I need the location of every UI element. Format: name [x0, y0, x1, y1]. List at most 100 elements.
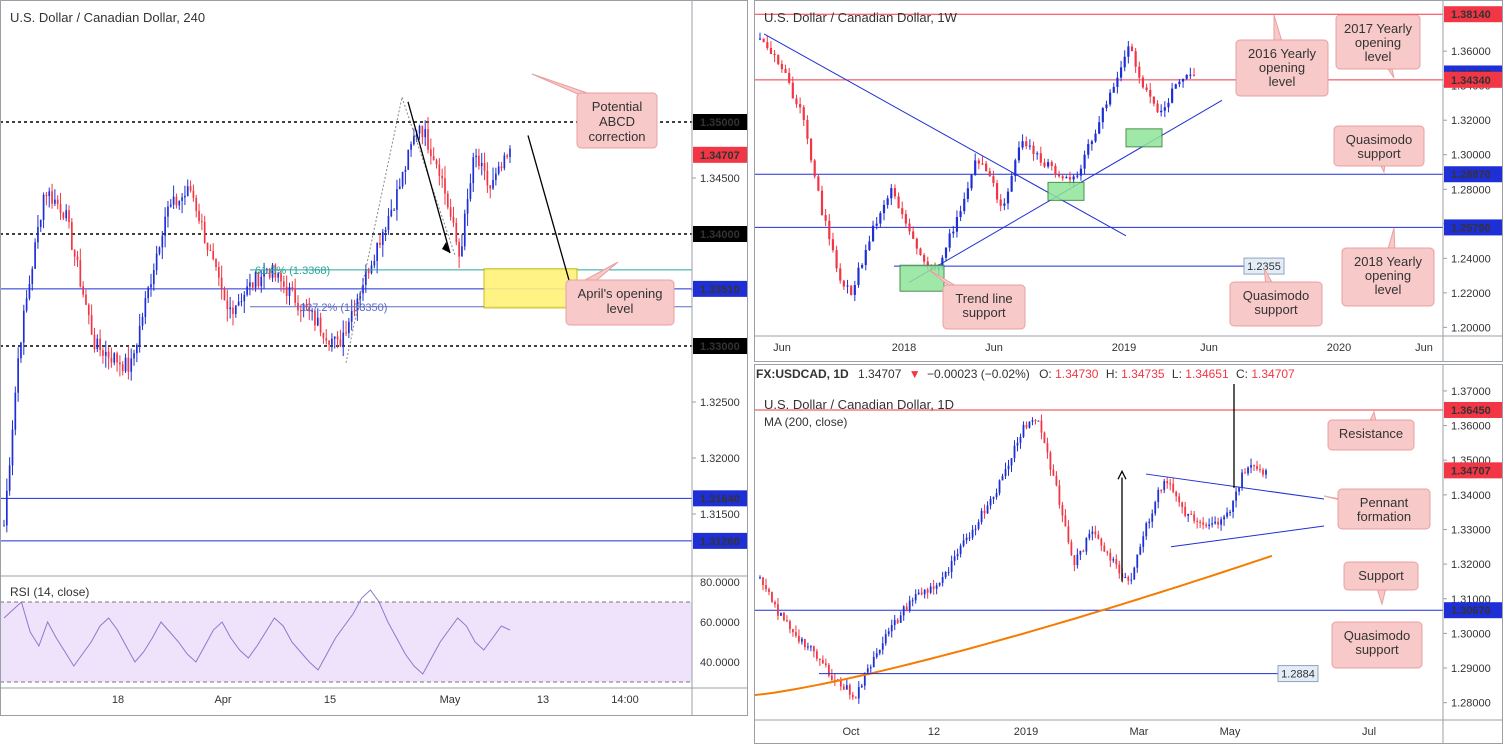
candle	[908, 600, 911, 611]
candle	[1043, 432, 1046, 444]
candle	[902, 606, 905, 616]
candle	[941, 577, 944, 583]
candle	[1247, 467, 1249, 474]
candle	[1151, 513, 1154, 522]
candle	[232, 307, 234, 314]
candle	[977, 160, 980, 164]
candle	[345, 332, 347, 334]
candle	[70, 222, 73, 250]
candle	[274, 264, 277, 278]
candle	[480, 163, 483, 166]
candle	[992, 497, 995, 499]
candle	[835, 250, 838, 269]
candle	[1253, 465, 1255, 467]
candle	[1088, 533, 1091, 539]
weekly-chart-title: U.S. Dollar / Canadian Dollar, 1W	[764, 10, 958, 25]
candle	[881, 643, 884, 650]
candle	[1196, 520, 1199, 522]
candle	[1185, 74, 1188, 79]
candle	[280, 273, 282, 282]
candle	[1169, 483, 1172, 485]
x-tick-label: Apr	[214, 694, 231, 706]
price-label-bg	[693, 338, 747, 354]
quasimodo-callout-text: Quasimodo	[1344, 628, 1410, 643]
candle	[8, 465, 11, 491]
candle	[305, 304, 308, 308]
daily-chart-title: U.S. Dollar / Canadian Dollar, 1D	[764, 397, 954, 412]
candle	[1049, 452, 1052, 470]
candle	[1152, 96, 1155, 104]
candle	[769, 48, 773, 54]
candle	[76, 256, 79, 260]
candle	[875, 223, 878, 226]
candle	[104, 351, 107, 356]
weekly-chart-panel[interactable]: 1.2355 2016 Yearly opening level 2017 Yearly…	[754, 0, 1503, 362]
candle	[466, 199, 469, 214]
candle	[1238, 487, 1240, 492]
y-tick-label: 1.37000	[1451, 386, 1491, 398]
y-tick-label: 1.32000	[700, 453, 740, 465]
candle	[22, 310, 25, 343]
candle	[497, 166, 500, 174]
candle	[1072, 176, 1075, 180]
x-tick-label: Mar	[1130, 726, 1149, 738]
candle	[384, 229, 387, 232]
candle	[220, 277, 223, 289]
candle	[1109, 552, 1112, 561]
candle	[857, 267, 860, 286]
daily-chart-panel[interactable]: 1.2884 Resistance Pennant formation Support Q…	[754, 364, 1503, 744]
x-tick-label: 2019	[1112, 342, 1136, 354]
daily-ma-label: MA (200, close)	[764, 415, 847, 429]
candle	[410, 144, 412, 150]
resistance-callout	[1327, 419, 1415, 451]
candle	[959, 211, 962, 218]
h4-chart[interactable]: 61.8% (1.3368)127.2% (1.33350)PotentialA…	[0, 0, 748, 716]
yearly-2016-callout-text: opening	[1259, 60, 1305, 75]
candle	[65, 210, 68, 219]
candle	[299, 310, 302, 312]
candle	[1061, 176, 1064, 179]
daily-header: FX:USDCAD, 1D 1.34707 ▼ −0.00023 (−0.02%…	[756, 367, 1295, 381]
trend-line	[763, 33, 1127, 237]
daily-header-symbol: FX:USDCAD, 1D	[756, 367, 849, 381]
candle	[308, 307, 311, 312]
candle	[1149, 90, 1152, 97]
candle	[944, 572, 947, 578]
candle	[243, 294, 246, 302]
abcd-leg-arrow	[407, 101, 451, 254]
candle	[912, 231, 915, 239]
candle	[914, 594, 917, 601]
candle	[904, 214, 907, 224]
candle	[430, 149, 432, 157]
daily-header-low: 1.34651	[1185, 367, 1229, 381]
candle	[1097, 534, 1100, 539]
candle	[833, 679, 836, 681]
pennant-callout-text: Pennant	[1360, 495, 1409, 510]
h4-chart-panel[interactable]: 61.8% (1.3368) 127.2% (1.33350) Potential A…	[0, 0, 748, 716]
candle	[62, 212, 65, 219]
candle	[1112, 86, 1115, 93]
candle	[418, 125, 421, 134]
candle	[1192, 74, 1196, 76]
pennant-callout	[1337, 488, 1431, 530]
candle	[1112, 559, 1115, 561]
candle	[1118, 564, 1121, 574]
support-callout	[1343, 561, 1419, 591]
candle	[766, 42, 769, 49]
candle	[1211, 523, 1214, 525]
candle	[257, 272, 260, 287]
candle	[1010, 176, 1013, 192]
y-tick-label: 1.22000	[1451, 288, 1491, 300]
daily-header-h-label: H:	[1106, 367, 1118, 381]
price-label: 1.36450	[1451, 405, 1491, 417]
candle	[184, 195, 186, 198]
candle	[438, 164, 441, 176]
candle	[995, 493, 998, 498]
fib-diagonal	[345, 97, 403, 363]
candle	[1160, 490, 1163, 492]
y-tick-label: 1.32500	[700, 397, 740, 409]
candle	[1058, 485, 1061, 505]
candle	[798, 635, 800, 642]
